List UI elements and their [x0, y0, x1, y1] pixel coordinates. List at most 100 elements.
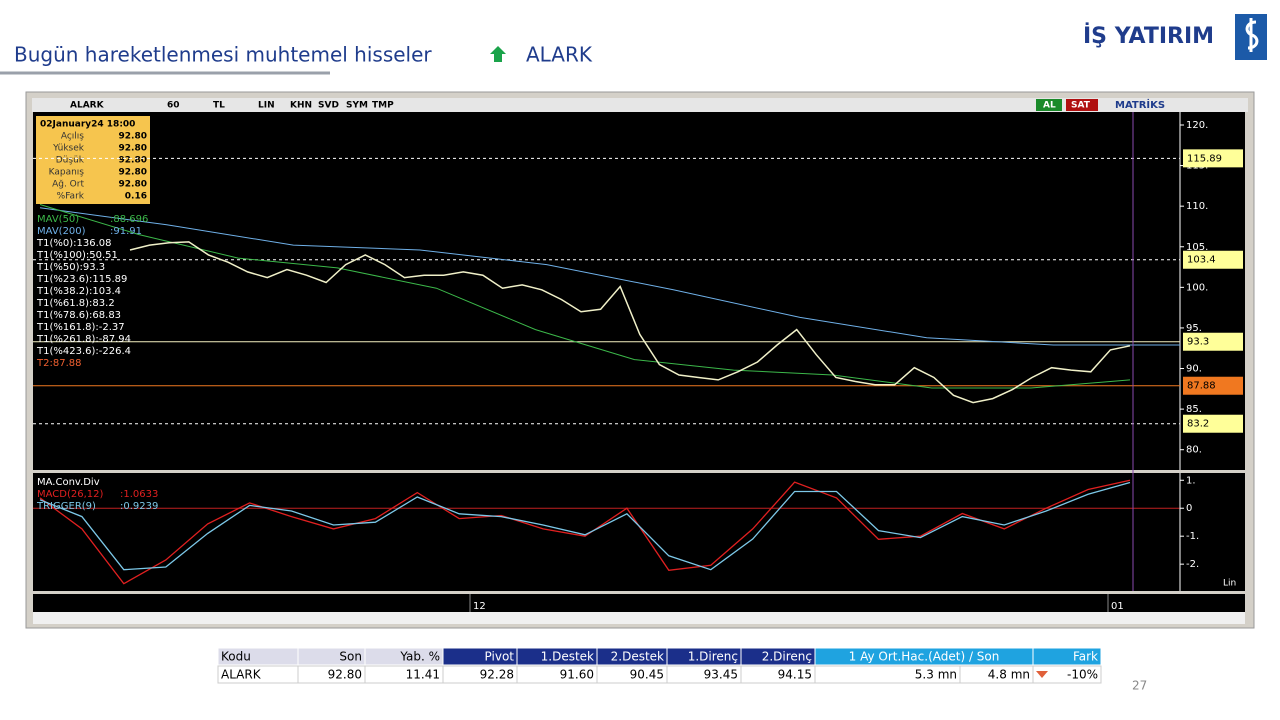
y-tick-label: 105.	[1186, 242, 1208, 253]
time-label: 12	[473, 601, 486, 612]
y-tick-label: 95.	[1186, 323, 1202, 334]
macd-value: :0.9239	[120, 501, 158, 512]
page-number: 27	[1132, 679, 1147, 693]
macd-tick-label: 1.	[1186, 475, 1196, 486]
slide-ticker: ALARK	[526, 43, 593, 67]
toolbar-item[interactable]: ALARK	[70, 101, 105, 111]
row-cell	[1032, 665, 1102, 684]
level-box	[1183, 149, 1243, 168]
row-text: 93.45	[704, 668, 738, 682]
price-line	[129, 241, 1131, 404]
price-panel	[33, 112, 1180, 470]
indicator-label: MAV(50)	[37, 214, 79, 225]
header-text: 1.Direnç	[688, 650, 738, 664]
macd-line	[39, 479, 1131, 585]
time-label: 01	[1111, 601, 1124, 612]
macd-value: :1.0633	[120, 489, 158, 500]
down-triangle	[1036, 671, 1048, 678]
macd-panel	[33, 473, 1245, 591]
header-text: Kodu	[221, 650, 251, 664]
row-text: 4.8 mn	[988, 668, 1030, 682]
macd-tick-label: 0	[1186, 503, 1192, 514]
toolbar-item[interactable]: LIN	[258, 101, 275, 111]
macd-tick-label: -2.	[1186, 559, 1199, 570]
header-text: Fark	[1073, 650, 1098, 664]
info-label: Düşük	[56, 156, 85, 166]
y-tick-label: 90.	[1186, 364, 1202, 375]
sell-button[interactable]	[1066, 99, 1098, 111]
info-value: 92.80	[119, 144, 147, 154]
indicator-value: :91.91	[110, 226, 142, 237]
indicator-label: T1(%100):50.51	[36, 250, 118, 261]
time-axis	[33, 594, 1245, 612]
indicator-label: T1(%78.6):68.83	[36, 310, 121, 321]
level-label: 93.3	[1187, 337, 1209, 348]
row-text: 94.15	[778, 668, 812, 682]
info-label: Ağ. Ort	[52, 180, 84, 190]
level-box	[1183, 250, 1243, 269]
row-text: -10%	[1067, 668, 1098, 682]
up-arrow	[490, 46, 506, 62]
level-label: 87.88	[1187, 381, 1216, 392]
price-axis	[1180, 112, 1245, 470]
indicator-label: T1(%161.8):-2.37	[36, 322, 125, 333]
row-text: 11.41	[406, 668, 440, 682]
y-tick-label: 80.	[1186, 445, 1202, 456]
logo-text: İŞ YATIRIM	[1083, 23, 1214, 49]
macd-label: TRIGGER(9)	[36, 501, 96, 512]
level-label: 103.4	[1187, 255, 1216, 266]
level-box	[1183, 376, 1243, 395]
info-label: Yüksek	[52, 144, 85, 154]
header-text: Yab. %	[399, 650, 440, 664]
indicator-label: T1(%0):136.08	[36, 238, 112, 249]
toolbar-item[interactable]: KHN	[290, 101, 312, 111]
header-text: 2.Direnç	[762, 650, 812, 664]
header-text: 1.Destek	[541, 650, 594, 664]
header-text: 1 Ay Ort.Hac.(Adet) / Son	[849, 650, 1000, 664]
row-text: 90.45	[630, 668, 664, 682]
info-box	[36, 116, 150, 204]
toolbar-item[interactable]: SYM	[346, 101, 368, 111]
indicator-value: :88.696	[110, 214, 148, 225]
mav50-line	[39, 204, 1131, 389]
toolbar-item[interactable]: 60	[167, 101, 180, 111]
macd-label: MACD(26,12)	[37, 489, 104, 500]
indicator-label: T1(%38.2):103.4	[36, 286, 121, 297]
indicator-label: T1(%50):93.3	[36, 262, 105, 273]
level-box	[1183, 414, 1243, 433]
buy-button[interactable]	[1036, 99, 1062, 111]
header-cell	[1032, 647, 1102, 666]
toolbar-item[interactable]: SVD	[318, 101, 339, 111]
level-label: 83.2	[1187, 419, 1209, 430]
header-text: Pivot	[485, 650, 515, 664]
indicator-label: MAV(200)	[37, 226, 86, 237]
toolbar-item[interactable]: TL	[213, 101, 225, 111]
toolbar	[32, 98, 1248, 112]
toolbar-item[interactable]: TMP	[372, 101, 394, 111]
row-text: ALARK	[221, 668, 262, 682]
scale-label: Lin	[1223, 579, 1236, 589]
header-text: 2.Destek	[611, 650, 664, 664]
info-label: Açılış	[61, 132, 84, 142]
row-text: 92.28	[480, 668, 514, 682]
info-value: 92.80	[119, 132, 147, 142]
row-text: 5.3 mn	[915, 668, 957, 682]
trigger-line	[39, 481, 1131, 571]
level-box	[1183, 332, 1243, 351]
y-tick-label: 85.	[1186, 404, 1202, 415]
info-date: 02January24 18:00	[40, 120, 135, 130]
indicator-label: T1(%23.6):115.89	[36, 274, 127, 285]
brand: MATRİKS	[1115, 97, 1165, 111]
sell-label: SAT	[1071, 101, 1091, 111]
y-tick-label: 100.	[1186, 282, 1208, 293]
y-tick-label: 120.	[1186, 120, 1208, 131]
indicator-label: T2:87.88	[36, 358, 81, 369]
level-label: 115.89	[1187, 153, 1222, 164]
logo-glyph	[1245, 18, 1259, 52]
scrollbar[interactable]	[33, 612, 1245, 624]
indicator-label: T1(%423.6):-226.4	[36, 346, 131, 357]
info-value: 92.80	[119, 180, 147, 190]
row-text: 92.80	[328, 668, 362, 682]
